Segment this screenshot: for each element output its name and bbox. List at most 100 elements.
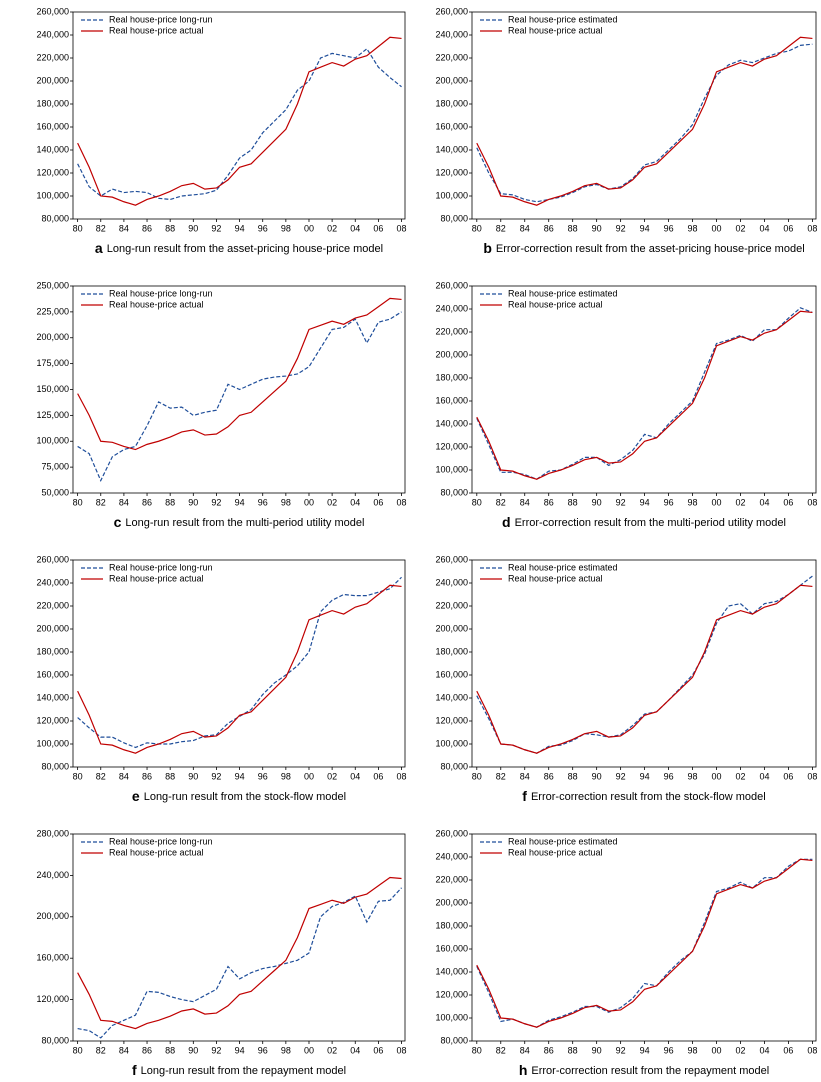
x-tick-label: 02 xyxy=(327,1045,337,1055)
y-tick-label: 160,000 xyxy=(435,395,468,405)
x-tick-label: 84 xyxy=(119,771,129,781)
y-tick-label: 120,000 xyxy=(36,715,69,725)
x-tick-label: 80 xyxy=(472,771,482,781)
y-tick-label: 160,000 xyxy=(36,669,69,679)
x-tick-label: 98 xyxy=(688,771,698,781)
x-tick-label: 88 xyxy=(165,497,175,507)
x-tick-label: 94 xyxy=(235,1045,245,1055)
y-tick-label: 180,000 xyxy=(36,98,69,108)
y-tick-label: 200,000 xyxy=(36,75,69,85)
x-tick-label: 06 xyxy=(783,771,793,781)
x-tick-label: 90 xyxy=(188,497,198,507)
x-tick-label: 80 xyxy=(73,1045,83,1055)
caption-letter: e xyxy=(132,788,140,804)
y-tick-label: 120,000 xyxy=(435,167,468,177)
x-tick-label: 96 xyxy=(258,1045,268,1055)
y-tick-label: 180,000 xyxy=(435,920,468,930)
x-tick-label: 00 xyxy=(304,771,314,781)
y-tick-label: 180,000 xyxy=(435,646,468,656)
x-tick-label: 80 xyxy=(73,771,83,781)
y-tick-label: 80,000 xyxy=(41,213,69,223)
legend-label: Real house-price estimated xyxy=(508,836,618,846)
caption: f Long-run result from the repayment mode… xyxy=(132,1062,346,1078)
y-tick-label: 260,000 xyxy=(435,554,468,564)
y-tick-label: 120,000 xyxy=(36,994,69,1004)
x-tick-label: 06 xyxy=(783,223,793,233)
x-tick-label: 88 xyxy=(165,223,175,233)
x-tick-label: 88 xyxy=(165,771,175,781)
x-tick-label: 92 xyxy=(616,771,626,781)
y-tick-label: 80,000 xyxy=(41,1035,69,1045)
x-tick-label: 08 xyxy=(807,497,817,507)
x-tick-label: 98 xyxy=(281,771,291,781)
x-tick-label: 84 xyxy=(520,771,530,781)
y-tick-label: 80,000 xyxy=(440,213,468,223)
y-tick-label: 100,000 xyxy=(435,464,468,474)
y-tick-label: 260,000 xyxy=(36,554,69,564)
caption-text: Long-run result from the stock-flow mode… xyxy=(144,791,346,803)
x-tick-label: 82 xyxy=(96,497,106,507)
x-tick-label: 02 xyxy=(735,497,745,507)
x-tick-label: 06 xyxy=(373,497,383,507)
x-tick-label: 94 xyxy=(235,497,245,507)
x-tick-label: 88 xyxy=(568,771,578,781)
x-tick-label: 08 xyxy=(397,1045,407,1055)
series-line xyxy=(476,584,813,754)
x-tick-label: 92 xyxy=(211,497,221,507)
x-tick-label: 82 xyxy=(96,771,106,781)
caption: e Long-run result from the stock-flow mod… xyxy=(132,788,346,804)
y-tick-label: 80,000 xyxy=(440,761,468,771)
series-line xyxy=(77,47,402,201)
y-tick-label: 260,000 xyxy=(36,6,69,16)
series-line xyxy=(77,36,402,206)
x-tick-label: 08 xyxy=(397,497,407,507)
series-line xyxy=(476,307,813,480)
caption-text: Long-run result from the repayment model xyxy=(141,1065,346,1077)
plot-frame xyxy=(72,833,406,1042)
y-tick-label: 120,000 xyxy=(435,715,468,725)
caption-letter: c xyxy=(114,514,122,530)
plot-frame xyxy=(72,11,406,220)
x-tick-label: 84 xyxy=(520,497,530,507)
x-tick-label: 90 xyxy=(188,1045,198,1055)
x-tick-label: 04 xyxy=(759,497,769,507)
caption: c Long-run result from the multi-period u… xyxy=(114,514,365,530)
x-tick-label: 04 xyxy=(759,771,769,781)
x-tick-label: 02 xyxy=(735,771,745,781)
y-tick-label: 140,000 xyxy=(435,418,468,428)
x-tick-label: 98 xyxy=(688,1045,698,1055)
x-tick-label: 08 xyxy=(807,1045,817,1055)
x-tick-label: 88 xyxy=(568,223,578,233)
y-tick-label: 160,000 xyxy=(36,953,69,963)
x-tick-label: 98 xyxy=(281,497,291,507)
series-line xyxy=(77,311,402,483)
x-tick-label: 86 xyxy=(544,1045,554,1055)
x-tick-label: 82 xyxy=(496,1045,506,1055)
series-line xyxy=(77,584,402,754)
x-tick-label: 08 xyxy=(397,771,407,781)
x-tick-label: 82 xyxy=(496,223,506,233)
x-tick-label: 88 xyxy=(165,1045,175,1055)
y-tick-label: 240,000 xyxy=(435,303,468,313)
y-tick-label: 220,000 xyxy=(36,52,69,62)
y-tick-label: 75,000 xyxy=(41,462,69,472)
x-tick-label: 96 xyxy=(258,771,268,781)
panel: 80,000 100,000 120,000 140,000 160,000 180,00… xyxy=(435,554,817,803)
x-tick-label: 92 xyxy=(616,1045,626,1055)
y-tick-label: 220,000 xyxy=(435,600,468,610)
y-tick-label: 140,000 xyxy=(435,144,468,154)
x-tick-label: 90 xyxy=(592,497,602,507)
caption-text: Error-correction result from the stock-f… xyxy=(531,791,766,803)
series-line xyxy=(476,43,813,203)
x-tick-label: 04 xyxy=(759,1045,769,1055)
legend-label: Real house-price estimated xyxy=(508,288,618,298)
x-tick-label: 86 xyxy=(142,497,152,507)
plot-frame xyxy=(471,11,817,220)
x-tick-label: 92 xyxy=(211,1045,221,1055)
panel: 50,000 75,000 100,000 125,000 150,000 175,000… xyxy=(36,280,406,529)
x-tick-label: 86 xyxy=(544,771,554,781)
caption-letter: f xyxy=(522,788,527,804)
plot-frame xyxy=(471,285,817,494)
series-line xyxy=(77,887,402,1039)
x-tick-label: 84 xyxy=(520,223,530,233)
